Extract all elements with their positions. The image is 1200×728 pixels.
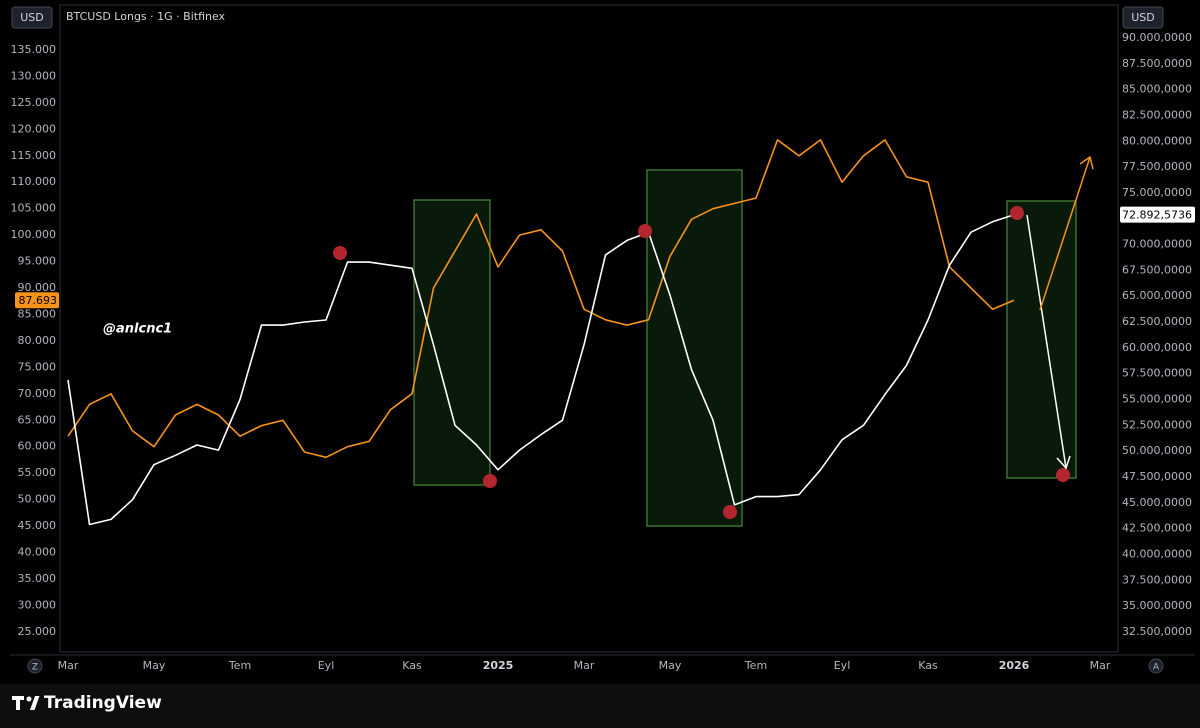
marker xyxy=(638,224,652,238)
button[interactable] xyxy=(1148,658,1164,674)
y2-tick-label: 82.500,0000 xyxy=(1122,108,1192,121)
y2-unit: USD xyxy=(1131,11,1155,24)
footer-brand: TradingView xyxy=(44,693,162,713)
y2-tick-label: 62.500,0000 xyxy=(1122,315,1192,328)
y2-tick-label: 37.500,0000 xyxy=(1122,573,1192,586)
y2-tick-label: 52.500,0000 xyxy=(1122,418,1192,431)
y-tick-label: 80.000 xyxy=(18,334,57,347)
logo xyxy=(12,696,40,710)
y2-tick-label: 65.000,0000 xyxy=(1122,289,1192,302)
y2-tick-label: 85.000,0000 xyxy=(1122,83,1192,96)
y2-tick-label: 67.500,0000 xyxy=(1122,263,1192,276)
highlight-box xyxy=(1006,200,1077,479)
button[interactable] xyxy=(27,658,43,674)
price-tag xyxy=(15,292,59,309)
y-tick-label: 125.000 xyxy=(11,96,57,109)
y-tick-label: 40.000 xyxy=(18,546,57,559)
x-tick-label: Mar xyxy=(574,659,595,672)
arrow xyxy=(1039,156,1091,311)
y-tick-label: 100.000 xyxy=(11,228,57,241)
x-tick-label: Eyl xyxy=(318,659,335,672)
highlight-box xyxy=(413,199,491,486)
arrow xyxy=(1026,214,1067,469)
marker xyxy=(1010,206,1024,220)
y2-tick-label: 47.500,0000 xyxy=(1122,470,1192,483)
marker xyxy=(1056,468,1070,482)
y2-tick-label: 50.000,0000 xyxy=(1122,444,1192,457)
y-tick-label: 30.000 xyxy=(18,598,57,611)
y2-tick-label: 70.000,0000 xyxy=(1122,238,1192,251)
y-tick-label: 50.000 xyxy=(18,493,57,506)
y2-tick-label: 32.500,0000 xyxy=(1122,625,1192,638)
plot-frame xyxy=(59,4,1119,653)
x-tick-label: 2025 xyxy=(483,659,514,672)
y-tick-label: 115.000 xyxy=(11,149,57,162)
y-tick-label: 120.000 xyxy=(11,122,57,135)
y-tick-label: 55.000 xyxy=(18,466,57,479)
y-tick-label: 135.000 xyxy=(11,43,57,56)
y2-tick-label: 60.000,0000 xyxy=(1122,341,1192,354)
arrow-head xyxy=(1056,455,1071,470)
y-tick-label: 35.000 xyxy=(18,572,57,585)
unit-box xyxy=(11,6,53,29)
x-tick-label: Mar xyxy=(58,659,79,672)
y2-tick-label: 77.500,0000 xyxy=(1122,160,1192,173)
chart-title: BTCUSD Longs · 1G · Bitfinex xyxy=(66,10,226,23)
x-tick-label: Mar xyxy=(1090,659,1111,672)
y2-tick-label: 87.500,0000 xyxy=(1122,57,1192,70)
x-tick-label: Kas xyxy=(402,659,422,672)
y-tick-label: 75.000 xyxy=(18,360,57,373)
unit-box xyxy=(1122,6,1164,29)
series-line xyxy=(67,213,1015,526)
y2-tick-label: 75.000,0000 xyxy=(1122,186,1192,199)
y2-tick-label: 80.000,0000 xyxy=(1122,134,1192,147)
watermark: @anlcnc1 xyxy=(103,322,172,337)
y-tick-label: 90.000 xyxy=(18,281,57,294)
series-line xyxy=(67,139,1015,459)
y2-tick-label: 55.000,0000 xyxy=(1122,393,1192,406)
price-tag xyxy=(1120,206,1195,223)
y-tick-label: 45.000 xyxy=(18,519,57,532)
x-tick-label: Tem xyxy=(228,659,251,672)
highlight-box xyxy=(646,169,743,527)
marker xyxy=(483,474,497,488)
price-tag-label: 87.693 xyxy=(19,294,58,307)
x-tick-label: Kas xyxy=(918,659,938,672)
y-unit: USD xyxy=(20,11,44,24)
y-tick-label: 65.000 xyxy=(18,413,57,426)
y2-tick-label: 40.000,0000 xyxy=(1122,547,1192,560)
footer-bar xyxy=(0,684,1200,728)
button-label[interactable]: Z xyxy=(32,663,38,673)
x-tick-label: Tem xyxy=(744,659,767,672)
y-tick-label: 60.000 xyxy=(18,440,57,453)
x-tick-label: May xyxy=(143,659,166,672)
y2-tick-label: 57.500,0000 xyxy=(1122,367,1192,380)
x-tick-label: 2026 xyxy=(999,659,1030,672)
y-tick-label: 105.000 xyxy=(11,202,57,215)
x-tick-label: May xyxy=(659,659,682,672)
y2-tick-label: 45.000,0000 xyxy=(1122,496,1192,509)
y-tick-label: 85.000 xyxy=(18,307,57,320)
y2-tick-label: 90.000,0000 xyxy=(1122,31,1192,44)
y-tick-label: 25.000 xyxy=(18,625,57,638)
marker xyxy=(723,505,737,519)
y-tick-label: 95.000 xyxy=(18,255,57,268)
y-tick-label: 70.000 xyxy=(18,387,57,400)
marker xyxy=(333,246,347,260)
button-label[interactable]: A xyxy=(1153,663,1160,673)
x-tick-label: Eyl xyxy=(834,659,851,672)
price-tag-label: 72.892,5736 xyxy=(1122,209,1192,222)
y-tick-label: 110.000 xyxy=(11,175,57,188)
logo-mark xyxy=(12,696,24,710)
markers xyxy=(333,206,1070,519)
logo-mark xyxy=(26,696,32,702)
arrow-head xyxy=(1079,155,1094,170)
logo-mark xyxy=(30,696,40,710)
y-tick-label: 130.000 xyxy=(11,69,57,82)
y2-tick-label: 42.500,0000 xyxy=(1122,522,1192,535)
y2-tick-label: 35.000,0000 xyxy=(1122,599,1192,612)
